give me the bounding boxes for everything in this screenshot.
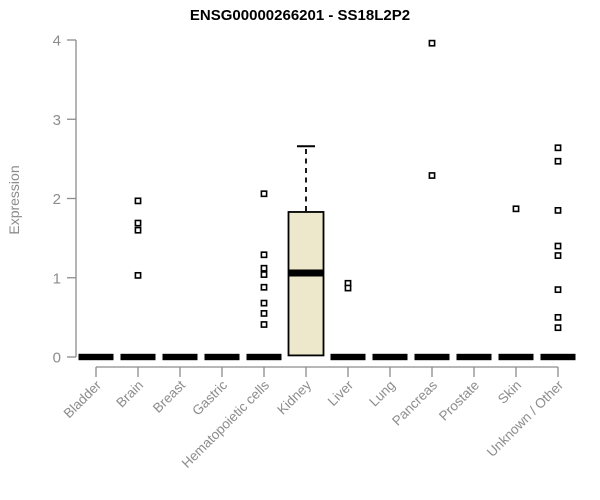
median-bar — [456, 353, 492, 361]
outlier-point — [554, 324, 562, 332]
x-tick-label: Liver — [325, 377, 357, 409]
median-bar — [288, 269, 324, 277]
chart-title: ENSG00000266201 - SS18L2P2 — [189, 7, 411, 24]
y-tick-label: 1 — [53, 270, 61, 287]
outlier-point — [260, 321, 268, 328]
outlier-point — [554, 313, 562, 321]
median-bar — [330, 353, 366, 361]
median-bar — [162, 353, 198, 361]
outlier-point — [260, 264, 268, 272]
y-axis-label: Expression — [6, 165, 22, 235]
outlier-point — [554, 206, 562, 214]
x-tick-label: Gastric — [189, 377, 230, 418]
x-tick-label: Pancreas — [389, 377, 440, 428]
outlier-point — [260, 190, 268, 198]
median-bar — [372, 353, 408, 361]
outlier-point — [260, 271, 268, 278]
x-tick-label: Prostate — [436, 378, 482, 424]
y-tick-label: 2 — [53, 191, 61, 208]
outlier-point — [554, 286, 562, 294]
x-tick-label: Bladder — [61, 377, 105, 421]
x-tick-label: Breast — [150, 377, 188, 415]
median-bar — [78, 353, 114, 361]
outlier-point — [260, 310, 268, 317]
median-bar — [498, 353, 534, 361]
outlier-point — [554, 252, 562, 259]
outlier-point — [554, 157, 562, 165]
outlier-point — [428, 172, 436, 179]
outlier-point — [134, 197, 142, 205]
y-tick-label: 4 — [53, 33, 61, 50]
outlier-point — [260, 283, 268, 291]
median-bar — [246, 353, 282, 361]
outlier-point — [134, 219, 142, 227]
outlier-point — [428, 39, 436, 47]
outlier-point — [260, 299, 268, 307]
outlier-point — [554, 242, 562, 250]
outlier-point — [554, 144, 562, 152]
median-bar — [120, 353, 156, 361]
median-bar — [540, 353, 576, 361]
median-bar — [204, 353, 240, 361]
outlier-point — [260, 251, 268, 259]
outlier-point — [512, 205, 520, 213]
outlier-point — [134, 271, 142, 279]
x-tick-label: Lung — [366, 378, 398, 410]
x-tick-label: Brain — [113, 378, 146, 411]
x-tick-label: Kidney — [274, 377, 314, 417]
x-tick-label: Skin — [495, 378, 524, 407]
x-tick-label: Unknown / Other — [484, 377, 567, 460]
y-tick-label: 0 — [53, 350, 61, 367]
outlier-point — [134, 226, 142, 234]
y-tick-label: 3 — [53, 112, 61, 129]
outlier-point — [344, 284, 352, 292]
median-bar — [414, 353, 450, 361]
box — [287, 211, 325, 357]
